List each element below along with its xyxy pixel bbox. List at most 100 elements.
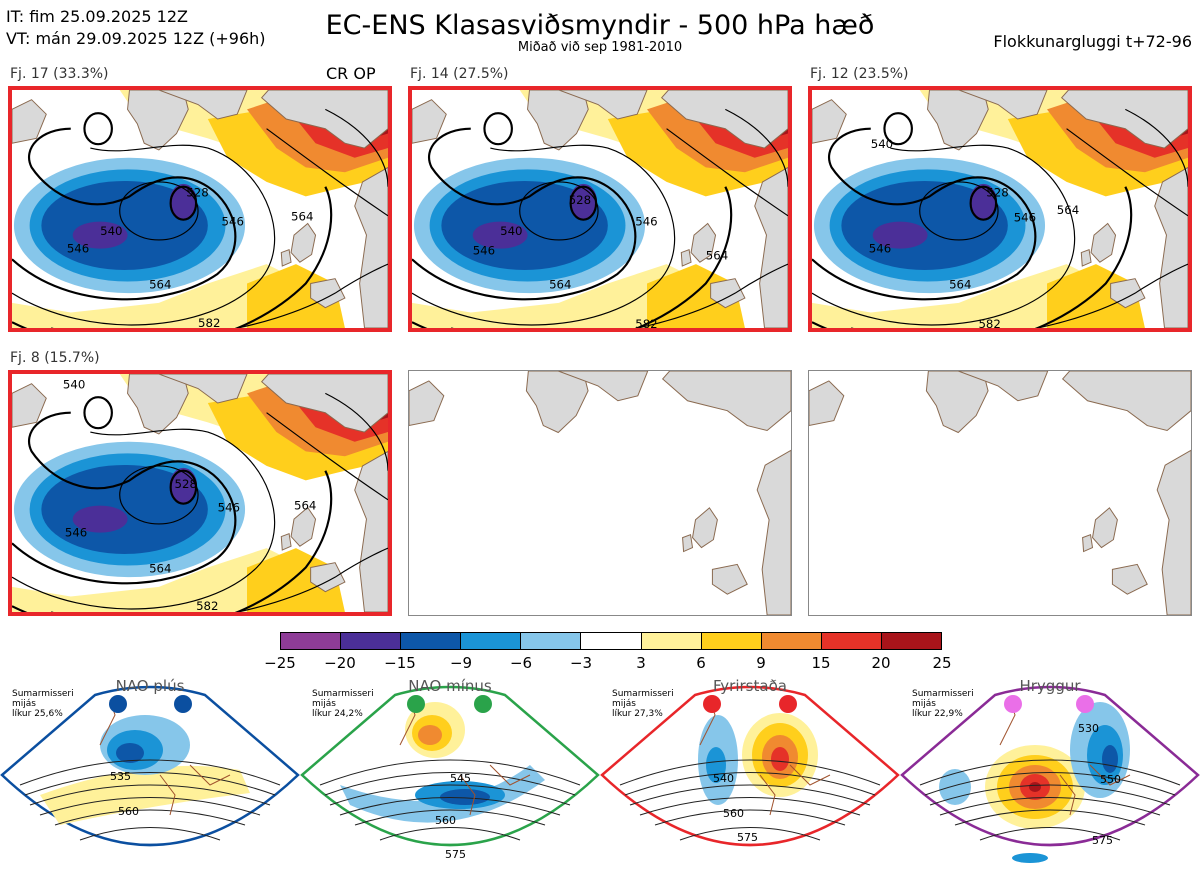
contour-label: 546 [218, 500, 240, 514]
cluster-17-map[interactable]: 540 528 546 546 564 564 582 [8, 86, 392, 332]
colorbar-tick: −6 [509, 654, 533, 672]
regime-marker [703, 695, 721, 713]
colorbar-segment [761, 633, 822, 649]
contour-label: 564 [149, 277, 171, 291]
contour-label: 540 [713, 772, 734, 785]
contour-label: 582 [635, 317, 657, 328]
regime-period: mijás [12, 699, 36, 709]
colorbar-segment [581, 633, 642, 649]
empty-map-1 [408, 370, 792, 616]
regime-marker [407, 695, 425, 713]
contour-label: 528 [986, 185, 1008, 199]
contour-label: 528 [175, 477, 197, 491]
contour-label: 564 [291, 210, 313, 224]
regime-marker [474, 695, 492, 713]
regime-marker [1004, 695, 1022, 713]
colorbar-tick: 3 [636, 654, 646, 672]
regime-nao-minus[interactable]: 545 560 575 NAO mínus Sumarmisseri mijás… [300, 675, 600, 871]
regime-title: Fyrirstaða [713, 677, 787, 695]
contour-label: 540 [500, 224, 522, 238]
colorbar-segment [281, 633, 342, 649]
colorbar-tick: −25 [264, 654, 296, 672]
contour-label: 564 [149, 561, 171, 575]
colorbar-segment [461, 633, 522, 649]
cluster-17-label: Fj. 17 (33.3%) [10, 66, 109, 82]
regime-info: Sumarmisseri mijás líkur 24,2% [312, 689, 374, 719]
colorbar-segment [821, 633, 882, 649]
regime-info: Sumarmisseri mijás líkur 25,6% [12, 689, 74, 719]
contour-label: 540 [100, 224, 122, 238]
colorbar-tick: 20 [871, 654, 891, 672]
cluster-14-map[interactable]: 540 528 546 546 564 564 582 [408, 86, 792, 332]
colorbar-segment [641, 633, 702, 649]
contour-label: 546 [222, 215, 244, 229]
cluster-12-map[interactable]: 540 528 546 546 564 564 582 [808, 86, 1192, 332]
colorbar-tick: 6 [696, 654, 706, 672]
colorbar-tick: −15 [384, 654, 416, 672]
regime-period: mijás [312, 699, 336, 709]
colorbar-segment [701, 633, 762, 649]
regime-likelihood: líkur 22,9% [912, 709, 963, 719]
valid-time: VT: mán 29.09.2025 12Z (+96h) [6, 29, 266, 48]
contour-label: 582 [196, 599, 218, 612]
contour-label: 546 [635, 215, 657, 229]
regime-season: Sumarmisseri [312, 689, 374, 699]
page-title: EC-ENS Klasasviðsmyndir - 500 hPa hæð [325, 10, 875, 41]
regime-blocking[interactable]: 540 560 575 Fyrirstaða Sumarmisseri mijá… [600, 675, 900, 871]
colorbar-tick: −20 [324, 654, 356, 672]
contour-label: 560 [435, 814, 456, 827]
contour-label: 540 [871, 137, 893, 151]
colorbar-tick: −3 [569, 654, 593, 672]
regime-marker [779, 695, 797, 713]
contour-label: 528 [186, 185, 208, 199]
regime-likelihood: líkur 25,6% [12, 709, 63, 719]
contour-label: 564 [1057, 203, 1079, 217]
colorbar-segment [881, 633, 942, 649]
regime-info: Sumarmisseri mijás líkur 27,3% [612, 689, 674, 719]
contour-label: 546 [65, 526, 87, 540]
contour-label: 535 [110, 770, 131, 783]
contour-label: 564 [549, 277, 571, 291]
cluster-8-map[interactable]: 540 528 546 546 564 564 582 [8, 370, 392, 616]
regime-ridge[interactable]: 530 550 575 Hryggur Sumarmisseri mijás l… [900, 675, 1200, 871]
cluster-12-label: Fj. 12 (23.5%) [810, 66, 909, 82]
contour-label: 560 [723, 807, 744, 820]
regime-season: Sumarmisseri [12, 689, 74, 699]
regime-title: NAO plús [115, 677, 185, 695]
contour-label: 546 [473, 244, 495, 258]
regime-likelihood: líkur 27,3% [612, 709, 663, 719]
contour-label: 550 [1100, 773, 1121, 786]
regime-marker [109, 695, 127, 713]
contour-label: 545 [450, 772, 471, 785]
contour-label: 575 [1092, 834, 1113, 847]
regime-season: Sumarmisseri [912, 689, 974, 699]
contour-label: 560 [118, 805, 139, 818]
regime-nao-plus[interactable]: 535 560 NAO plús Sumarmisseri mijás líku… [0, 675, 300, 871]
contour-label: 564 [294, 499, 316, 513]
contour-label: 582 [978, 317, 1000, 328]
cluster-8-label: Fj. 8 (15.7%) [10, 350, 100, 366]
classification-window: Flokkunargluggi t+72-96 [993, 32, 1192, 51]
colorbar-tick: 15 [811, 654, 831, 672]
contour-label: 546 [869, 242, 891, 256]
contour-label: 546 [1014, 211, 1036, 225]
regime-period: mijás [612, 699, 636, 709]
anomaly-colorbar [280, 632, 942, 650]
contour-label: 575 [445, 848, 466, 861]
page-subtitle: Miðað við sep 1981-2010 [517, 40, 683, 55]
contour-label: 528 [569, 193, 591, 207]
contour-label: 530 [1078, 722, 1099, 735]
empty-map-2 [808, 370, 1192, 616]
colorbar-segment [401, 633, 462, 649]
regime-season: Sumarmisseri [612, 689, 674, 699]
contour-label: 582 [198, 316, 220, 328]
contour-label: 575 [737, 831, 758, 844]
colorbar-segment [341, 633, 402, 649]
regime-info: Sumarmisseri mijás líkur 22,9% [912, 689, 974, 719]
regime-title: NAO mínus [408, 677, 492, 695]
contour-label: 540 [63, 378, 85, 392]
cluster-14-label: Fj. 14 (27.5%) [410, 66, 509, 82]
contour-label: 564 [706, 248, 728, 262]
contour-label: 546 [67, 242, 89, 256]
regime-marker [174, 695, 192, 713]
